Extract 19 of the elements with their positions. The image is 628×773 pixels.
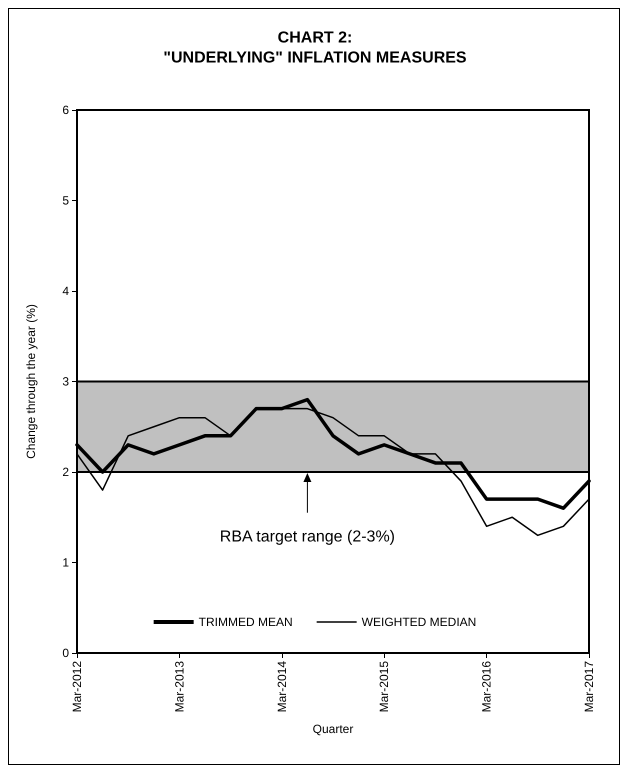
x-tick-label: Mar-2017 <box>582 660 596 712</box>
x-axis-title: Quarter <box>312 722 354 736</box>
legend-label: WEIGHTED MEDIAN <box>362 615 476 629</box>
y-tick-label: 2 <box>62 465 70 479</box>
y-axis-title: Change through the year (%) <box>24 304 38 459</box>
x-tick-label: Mar-2013 <box>172 660 186 712</box>
x-tick-label: Mar-2014 <box>274 660 289 712</box>
y-tick-label: 4 <box>62 284 70 298</box>
x-tick-label: Mar-2016 <box>480 660 494 712</box>
x-tick-label: Mar-2012 <box>70 660 84 712</box>
x-tick-label: Mar-2015 <box>377 660 392 712</box>
y-tick-label: 0 <box>62 646 70 660</box>
legend-label: TRIMMED MEAN <box>198 615 293 629</box>
y-tick-label: 6 <box>62 103 70 117</box>
y-tick-label: 3 <box>62 374 70 388</box>
chart-title: CHART 2: "UNDERLYING" INFLATION MEASURES <box>163 30 467 66</box>
band-label: RBA target range (2-3%) <box>220 528 395 546</box>
y-tick-label: 1 <box>62 556 70 570</box>
y-tick-label: 5 <box>62 194 70 208</box>
